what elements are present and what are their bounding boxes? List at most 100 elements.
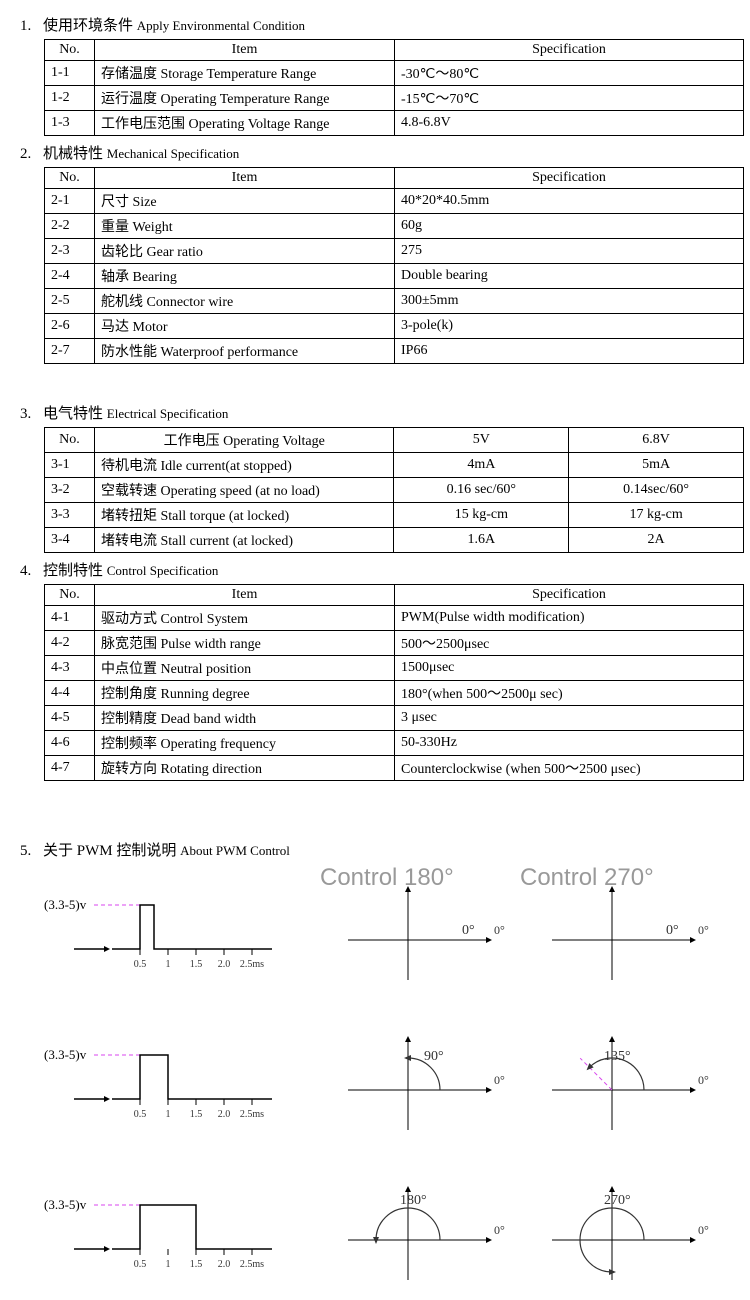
svg-text:(3.3-5)v: (3.3-5)v [44, 1197, 87, 1212]
table-environmental: No. Item Specification 1-1 存储温度 Storage … [44, 39, 744, 136]
cell-no: 3-1 [45, 453, 95, 478]
col-5v: 5V [394, 428, 569, 453]
col-voltage: 工作电压 Operating Voltage [94, 428, 394, 453]
table-row: 4-3 中点位置 Neutral position 1500μsec [45, 656, 744, 681]
table-row: 3-3 堵转扭矩 Stall torque (at locked) 15 kg-… [45, 503, 744, 528]
cell-item: 轴承 Bearing [95, 264, 395, 289]
svg-text:2.0: 2.0 [218, 1259, 231, 1270]
cell-no: 2-2 [45, 214, 95, 239]
cell-no: 3-4 [45, 528, 95, 553]
svg-text:0.5: 0.5 [134, 1109, 147, 1120]
table-row: 1-1 存储温度 Storage Temperature Range -30℃～… [45, 61, 744, 86]
table-row: 2-3 齿轮比 Gear ratio 275 [45, 239, 744, 264]
cell-no: 1-2 [45, 86, 95, 111]
cell-item: 马达 Motor [95, 314, 395, 339]
cell-spec: 3 μsec [395, 706, 744, 731]
svg-text:1: 1 [166, 959, 171, 970]
cell-v2: 5mA [569, 453, 744, 478]
cell-v2: 2A [569, 528, 744, 553]
svg-text:270°: 270° [604, 1193, 631, 1208]
col-no: No. [45, 40, 95, 61]
pwm-row: (3.3-5)v 0.5 1 1.5 2.0 2.5ms 0° 0° 0° 0° [44, 880, 730, 990]
cell-no: 2-1 [45, 189, 95, 214]
cell-item: 尺寸 Size [95, 189, 395, 214]
col-item: Item [95, 40, 395, 61]
section-5-en: About PWM Control [180, 843, 290, 858]
section-2-num: 2. [20, 146, 31, 162]
cell-spec: PWM(Pulse width modification) [395, 606, 744, 631]
cell-no: 2-4 [45, 264, 95, 289]
col-no: No. [45, 585, 95, 606]
cell-no: 1-3 [45, 111, 95, 136]
table-row: 3-1 待机电流 Idle current(at stopped) 4mA 5m… [45, 453, 744, 478]
cell-spec: Double bearing [395, 264, 744, 289]
table-row: 4-5 控制精度 Dead band width 3 μsec [45, 706, 744, 731]
table-row: 1-3 工作电压范围 Operating Voltage Range 4.8-6… [45, 111, 744, 136]
table-row: 2-5 舵机线 Connector wire 300±5mm [45, 289, 744, 314]
section-5-num: 5. [20, 843, 31, 859]
cell-item: 运行温度 Operating Temperature Range [95, 86, 395, 111]
svg-text:0°: 0° [698, 923, 709, 937]
angle-diagram: 0° 0° [532, 880, 712, 990]
cell-no: 4-2 [45, 631, 95, 656]
table-row: 4-1 驱动方式 Control System PWM(Pulse width … [45, 606, 744, 631]
cell-spec: 1500μsec [395, 656, 744, 681]
table-row: 2-1 尺寸 Size 40*20*40.5mm [45, 189, 744, 214]
cell-no: 4-1 [45, 606, 95, 631]
cell-item: 工作电压范围 Operating Voltage Range [95, 111, 395, 136]
col-spec: Specification [395, 40, 744, 61]
col-no: No. [45, 168, 95, 189]
table2-body: 2-1 尺寸 Size 40*20*40.5mm2-2 重量 Weight 60… [45, 189, 744, 364]
section-1-num: 1. [20, 18, 31, 34]
cell-v2: 0.14sec/60° [569, 478, 744, 503]
section-4-en: Control Specification [107, 563, 219, 578]
section-1-cn: 使用环境条件 [43, 18, 133, 34]
section-1-en: Apply Environmental Condition [137, 18, 305, 33]
section-3-num: 3. [20, 406, 31, 422]
cell-item: 堵转扭矩 Stall torque (at locked) [94, 503, 394, 528]
cell-spec: IP66 [395, 339, 744, 364]
cell-spec: 40*20*40.5mm [395, 189, 744, 214]
pwm-pulse-diagram: (3.3-5)v 0.5 1 1.5 2.0 2.5ms [44, 1035, 304, 1135]
cell-spec: -15℃～70℃ [395, 86, 744, 111]
table-row: 3-2 空载转速 Operating speed (at no load) 0.… [45, 478, 744, 503]
svg-text:0°: 0° [494, 1223, 505, 1237]
col-item: Item [95, 168, 395, 189]
cell-spec: 3-pole(k) [395, 314, 744, 339]
cell-item: 脉宽范围 Pulse width range [95, 631, 395, 656]
cell-spec: Counterclockwise (when 500～2500 μsec) [395, 756, 744, 781]
angle-diagram: 90° 0° [328, 1030, 508, 1140]
svg-text:2.0: 2.0 [218, 959, 231, 970]
section-2-en: Mechanical Specification [107, 146, 239, 161]
cell-v1: 4mA [394, 453, 569, 478]
pwm-pulse-diagram: (3.3-5)v 0.5 1 1.5 2.0 2.5ms [44, 885, 304, 985]
cell-item: 控制角度 Running degree [95, 681, 395, 706]
section-3-cn: 电气特性 [43, 406, 103, 422]
svg-text:0°: 0° [494, 1073, 505, 1087]
angle-diagram: 270° 0° [532, 1180, 712, 1290]
svg-text:0°: 0° [462, 923, 475, 938]
svg-text:(3.3-5)v: (3.3-5)v [44, 897, 87, 912]
svg-text:1: 1 [166, 1109, 171, 1120]
cell-no: 2-6 [45, 314, 95, 339]
svg-text:1.5: 1.5 [190, 1109, 203, 1120]
cell-item: 堵转电流 Stall current (at locked) [94, 528, 394, 553]
cell-no: 4-3 [45, 656, 95, 681]
cell-spec: 60g [395, 214, 744, 239]
angle-diagram: 0° 0° [328, 880, 508, 990]
svg-text:135°: 135° [604, 1049, 631, 1064]
svg-text:0°: 0° [698, 1073, 709, 1087]
svg-text:0°: 0° [698, 1223, 709, 1237]
cell-spec: 4.8-6.8V [395, 111, 744, 136]
cell-spec: 180°(when 500～2500μ sec) [395, 681, 744, 706]
svg-text:2.5ms: 2.5ms [240, 959, 264, 970]
svg-text:2.5ms: 2.5ms [240, 1109, 264, 1120]
cell-spec: 50-330Hz [395, 731, 744, 756]
cell-v1: 0.16 sec/60° [394, 478, 569, 503]
cell-v1: 1.6A [394, 528, 569, 553]
cell-no: 1-1 [45, 61, 95, 86]
col-spec: Specification [395, 168, 744, 189]
svg-text:1.5: 1.5 [190, 1259, 203, 1270]
table4-body: 4-1 驱动方式 Control System PWM(Pulse width … [45, 606, 744, 781]
cell-no: 3-3 [45, 503, 95, 528]
